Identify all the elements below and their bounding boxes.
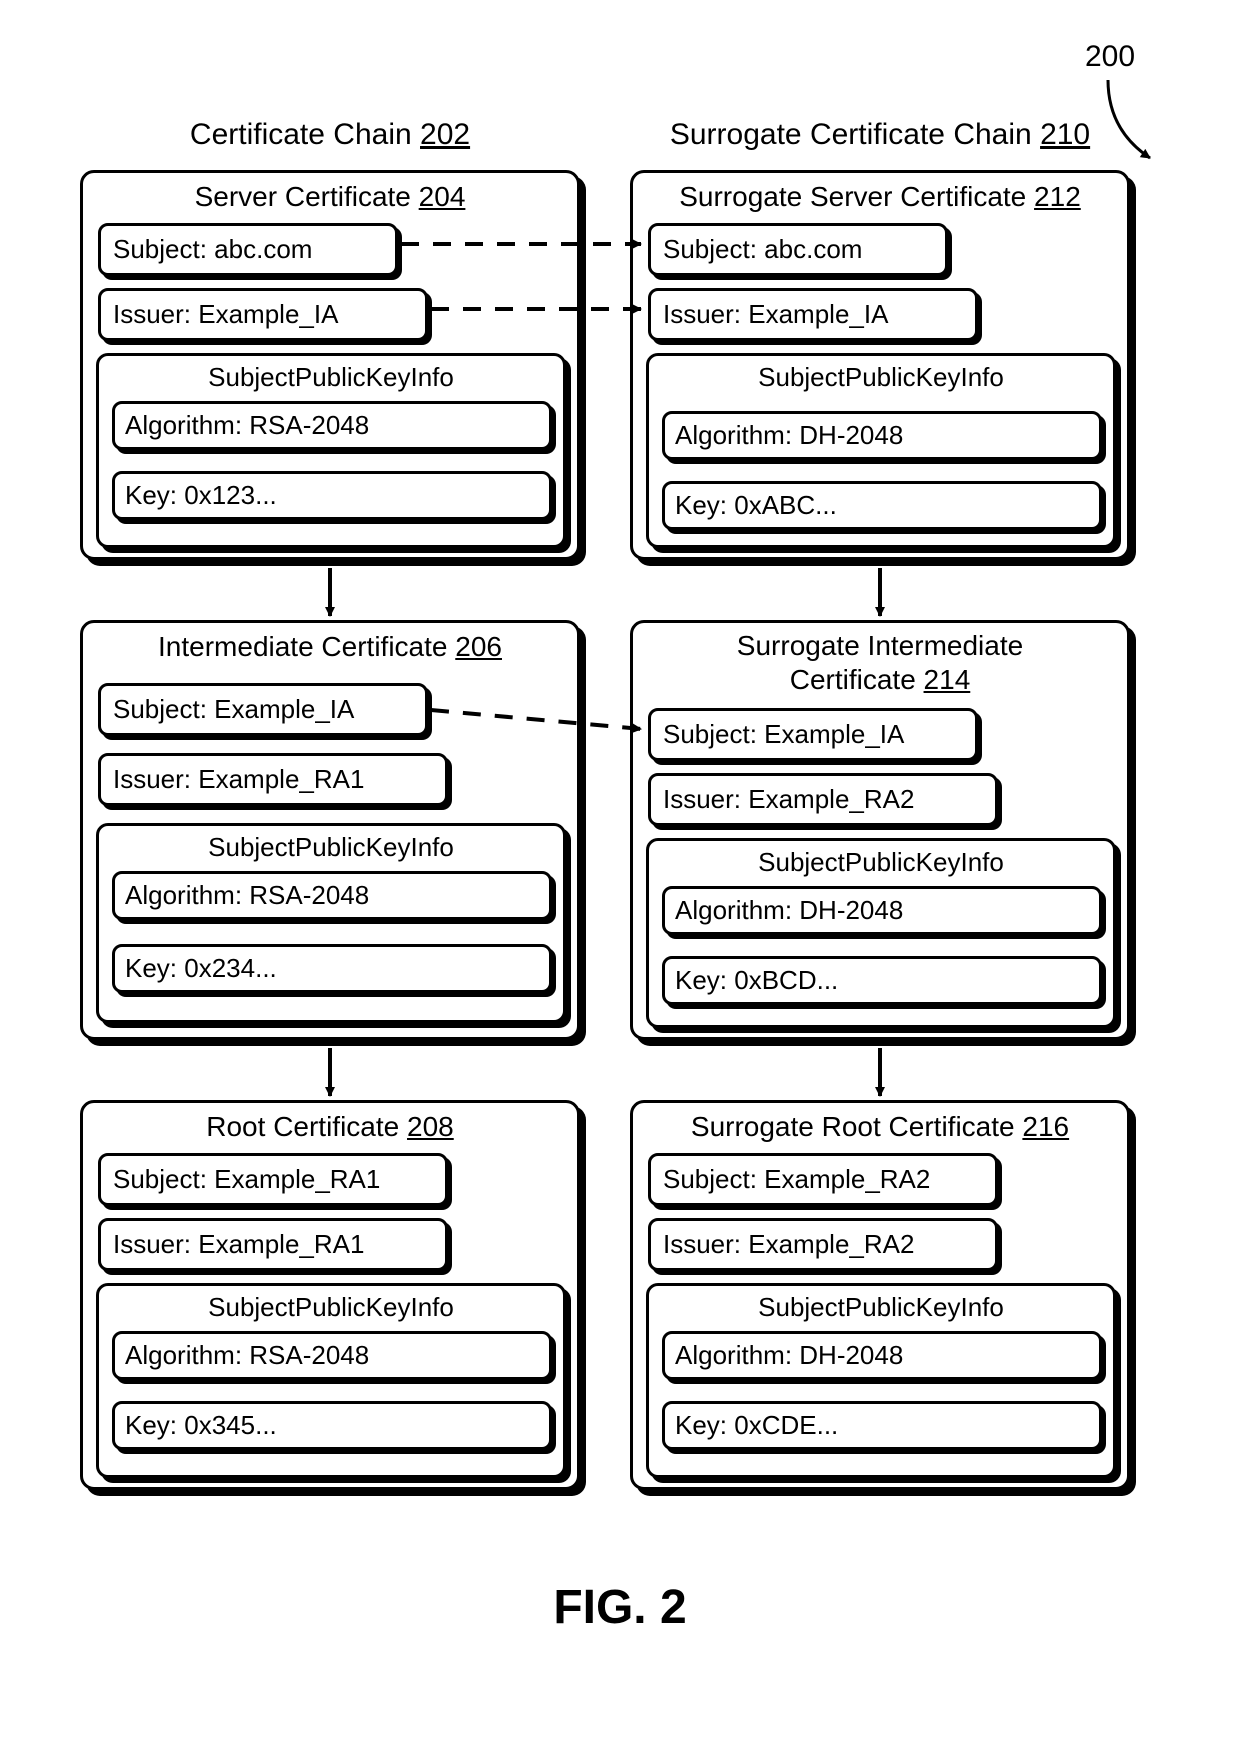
right-cert-2: Surrogate Root Certificate 216 Subject: … (630, 1100, 1130, 1490)
right-cert-2-issuer: Issuer: Example_RA2 (648, 1218, 998, 1271)
left-cert-1-title-wrap: Intermediate Certificate 206 (83, 631, 577, 663)
figure-caption: FIG. 2 (0, 1580, 1240, 1635)
left-cert-2-issuer: Issuer: Example_RA1 (98, 1218, 448, 1271)
right-cert-1-spki: SubjectPublicKeyInfo Algorithm: DH-2048 … (646, 838, 1116, 1028)
left-cert-2: Root Certificate 208 Subject: Example_RA… (80, 1100, 580, 1490)
right-cert-0-spki-title: SubjectPublicKeyInfo (649, 362, 1113, 393)
left-cert-0-key: Key: 0x123... (112, 471, 552, 520)
right-cert-0-ref: 212 (1034, 181, 1081, 212)
right-cert-2-title-wrap: Surrogate Root Certificate 216 (633, 1111, 1127, 1143)
right-cert-2-spki-title: SubjectPublicKeyInfo (649, 1292, 1113, 1323)
right-cert-2-algo: Algorithm: DH-2048 (662, 1331, 1102, 1380)
right-cert-0-title: Surrogate Server Certificate (679, 181, 1026, 212)
right-cert-0-algo: Algorithm: DH-2048 (662, 411, 1102, 460)
left-cert-1-issuer: Issuer: Example_RA1 (98, 753, 448, 806)
left-cert-1-key: Key: 0x234... (112, 944, 552, 993)
left-cert-1-subject: Subject: Example_IA (98, 683, 428, 736)
right-cert-1-title-wrap: Surrogate Intermediate Certificate 214 (633, 629, 1127, 696)
left-cert-0-title-wrap: Server Certificate 204 (83, 181, 577, 213)
left-cert-0-algo: Algorithm: RSA-2048 (112, 401, 552, 450)
right-cert-1-algo: Algorithm: DH-2048 (662, 886, 1102, 935)
left-chain-title-ref: 202 (420, 118, 470, 151)
right-cert-0-key: Key: 0xABC... (662, 481, 1102, 530)
right-cert-0-title-wrap: Surrogate Server Certificate 212 (633, 181, 1127, 213)
left-cert-2-subject: Subject: Example_RA1 (98, 1153, 448, 1206)
right-cert-0-spki: SubjectPublicKeyInfo Algorithm: DH-2048 … (646, 353, 1116, 548)
left-cert-0-spki-title: SubjectPublicKeyInfo (99, 362, 563, 393)
right-cert-1-title: Surrogate Intermediate (737, 630, 1023, 661)
left-cert-2-algo: Algorithm: RSA-2048 (112, 1331, 552, 1380)
left-cert-2-title-wrap: Root Certificate 208 (83, 1111, 577, 1143)
left-cert-0-title: Server Certificate (195, 181, 411, 212)
right-cert-1-key: Key: 0xBCD... (662, 956, 1102, 1005)
right-chain-title: Surrogate Certificate Chain (670, 118, 1032, 151)
right-cert-2-key: Key: 0xCDE... (662, 1401, 1102, 1450)
right-cert-2-spki: SubjectPublicKeyInfo Algorithm: DH-2048 … (646, 1283, 1116, 1478)
right-chain-title-wrap: Surrogate Certificate Chain 210 (630, 118, 1130, 152)
right-cert-1-issuer: Issuer: Example_RA2 (648, 773, 998, 826)
left-cert-0-subject: Subject: abc.com (98, 223, 398, 276)
right-cert-0-issuer: Issuer: Example_IA (648, 288, 978, 341)
right-cert-1-subject: Subject: Example_IA (648, 708, 978, 761)
left-cert-2-ref: 208 (407, 1111, 454, 1142)
right-cert-2-title: Surrogate Root Certificate (691, 1111, 1015, 1142)
right-cert-2-ref: 216 (1022, 1111, 1069, 1142)
right-chain-title-ref: 210 (1040, 118, 1090, 151)
left-cert-2-spki-title: SubjectPublicKeyInfo (99, 1292, 563, 1323)
left-cert-0-ref: 204 (419, 181, 466, 212)
left-cert-1-algo: Algorithm: RSA-2048 (112, 871, 552, 920)
left-cert-1: Intermediate Certificate 206 Subject: Ex… (80, 620, 580, 1040)
left-cert-2-key: Key: 0x345... (112, 1401, 552, 1450)
right-cert-1-ref: 214 (924, 664, 971, 695)
left-cert-2-title: Root Certificate (206, 1111, 399, 1142)
left-cert-0: Server Certificate 204 Subject: abc.com … (80, 170, 580, 560)
right-cert-0: Surrogate Server Certificate 212 Subject… (630, 170, 1130, 560)
left-cert-0-spki: SubjectPublicKeyInfo Algorithm: RSA-2048… (96, 353, 566, 548)
diagram-canvas: 200 Certificate Chain 202 Surrogate Cert… (0, 0, 1240, 1753)
left-cert-1-ref: 206 (455, 631, 502, 662)
right-cert-0-subject: Subject: abc.com (648, 223, 948, 276)
left-cert-2-spki: SubjectPublicKeyInfo Algorithm: RSA-2048… (96, 1283, 566, 1478)
right-cert-1-spki-title: SubjectPublicKeyInfo (649, 847, 1113, 878)
right-cert-1: Surrogate Intermediate Certificate 214 S… (630, 620, 1130, 1040)
right-cert-2-subject: Subject: Example_RA2 (648, 1153, 998, 1206)
left-chain-title: Certificate Chain (190, 118, 412, 151)
left-cert-1-spki: SubjectPublicKeyInfo Algorithm: RSA-2048… (96, 823, 566, 1023)
left-cert-1-title: Intermediate Certificate (158, 631, 447, 662)
left-cert-1-spki-title: SubjectPublicKeyInfo (99, 832, 563, 863)
left-cert-0-issuer: Issuer: Example_IA (98, 288, 428, 341)
figure-ref-200: 200 (1085, 40, 1135, 74)
left-chain-title-wrap: Certificate Chain 202 (80, 118, 580, 152)
